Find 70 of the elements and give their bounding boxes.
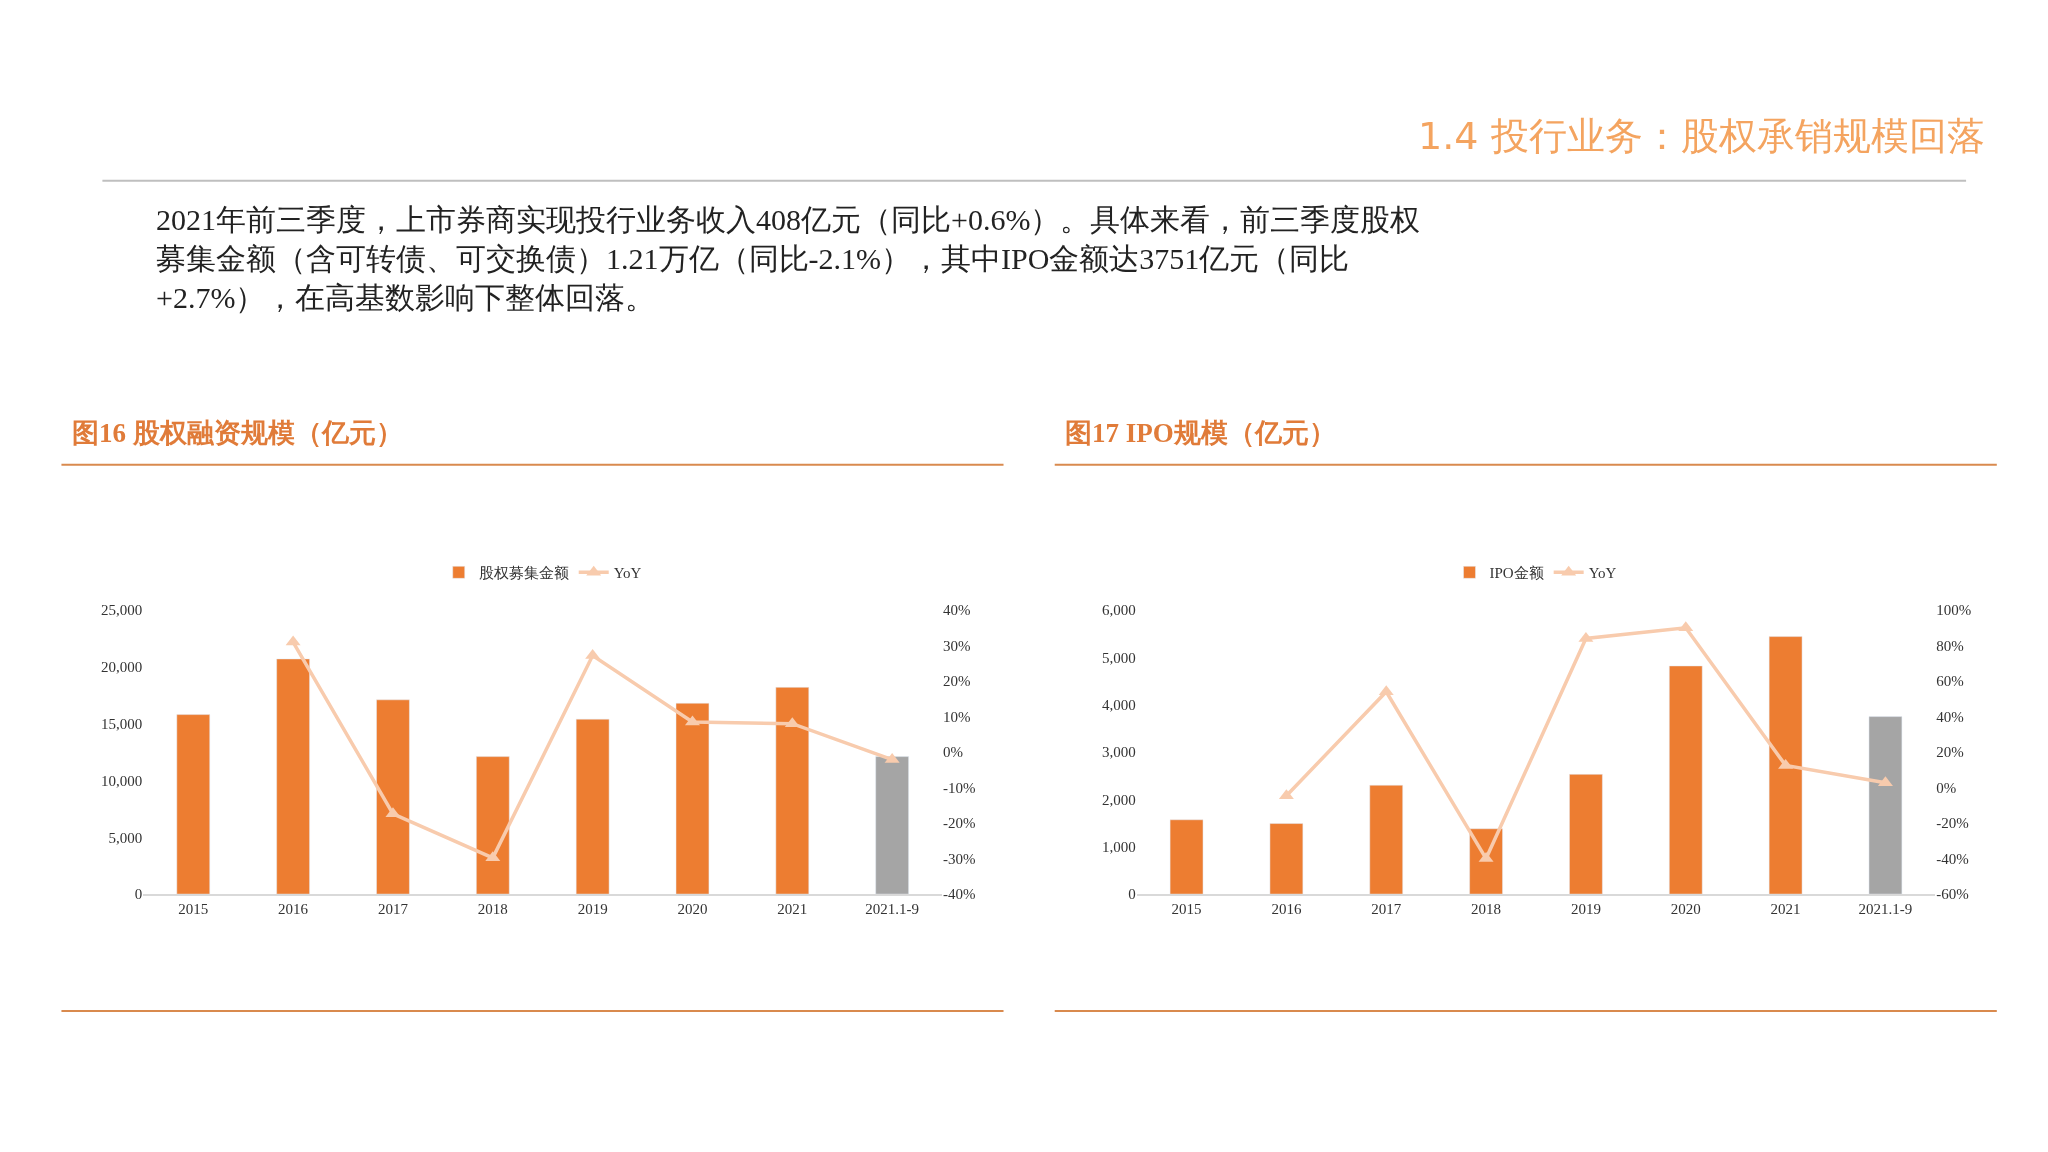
y2-tick-label: 40% <box>1936 708 1964 725</box>
x-tick-label: 2018 <box>477 901 508 918</box>
x-tick-label: 2021.1-9 <box>1858 901 1913 918</box>
legend-label: 股权募集金额 <box>478 565 569 582</box>
y-tick-label: 4,000 <box>1101 697 1136 713</box>
legend-label: IPO金额 <box>1489 565 1544 582</box>
y2-tick-label: -60% <box>1936 886 1969 903</box>
y2-tick-label: 60% <box>1936 673 1964 690</box>
bar <box>176 714 210 895</box>
y2-tick-label: -40% <box>1936 850 1969 867</box>
text: 1.4 投行业务：股权承销规模回落 <box>1418 114 1985 158</box>
x-tick-label: 2021 <box>777 901 808 918</box>
y2-tick-label: 0% <box>943 744 964 761</box>
bar <box>675 702 710 895</box>
chart-title: 图16 股权融资规模（亿元） <box>72 418 403 448</box>
y-tick-label: 10,000 <box>101 772 143 789</box>
bar <box>1569 774 1603 895</box>
bar <box>1269 823 1304 895</box>
y2-tick-label: 10% <box>943 708 971 725</box>
y-tick-label: 15,000 <box>101 715 143 732</box>
y2-tick-label: 100% <box>1936 602 1972 619</box>
y2-tick-label: -30% <box>943 850 976 867</box>
y-tick-label: 5,000 <box>108 829 143 846</box>
bar <box>376 699 410 895</box>
y-tick-label: 6,000 <box>1101 602 1136 619</box>
y2-tick-label: 0% <box>1936 779 1957 796</box>
bar <box>1768 636 1803 895</box>
y2-tick-label: 80% <box>1936 637 1964 654</box>
y-tick-label: 20,000 <box>101 659 143 676</box>
x-tick-label: 2015 <box>1171 901 1202 918</box>
bar <box>875 756 909 895</box>
x-tick-label: 2016 <box>1271 901 1302 918</box>
y-tick-label: 5,000 <box>1101 649 1136 666</box>
x-tick-label: 2017 <box>1371 901 1402 918</box>
bar <box>1169 819 1204 895</box>
y2-tick-label: -20% <box>943 815 976 832</box>
y-tick-label: 2,000 <box>1101 791 1136 808</box>
x-tick-label: 2021.1-9 <box>865 901 920 918</box>
y2-tick-label: 40% <box>943 602 971 619</box>
x-tick-label: 2018 <box>1471 901 1502 918</box>
y2-tick-label: 20% <box>1936 744 1964 761</box>
bar <box>276 658 310 895</box>
x-tick-label: 2015 <box>178 901 209 918</box>
y2-tick-label: -10% <box>943 779 976 796</box>
y-tick-label: 1,000 <box>1101 839 1136 855</box>
bar <box>476 756 510 895</box>
x-tick-label: 2019 <box>1570 901 1601 918</box>
chart-title: 图17 IPO规模（亿元） <box>1065 418 1336 448</box>
y2-tick-label: 20% <box>943 673 971 690</box>
y-tick-label: 0 <box>134 886 143 903</box>
text: 2021年前三季度，上市券商实现投行业务收入408亿元（同比+0.6%）。具体来看，前三季度股权募集金额（含可转债、可交换债）1.21万亿（同比-2.1%），其中IPO金额达3751亿元（同比+2.7%），在高基数影响下整体回落。 <box>156 203 1421 314</box>
y-tick-label: 3,000 <box>1101 744 1136 761</box>
y2-tick-label: -20% <box>1936 815 1969 832</box>
bar <box>775 687 810 895</box>
x-tick-label: 2019 <box>577 901 608 918</box>
bar <box>1868 716 1903 895</box>
x-tick-label: 2021 <box>1770 901 1801 918</box>
legend-label: YoY <box>1588 565 1617 582</box>
x-tick-label: 2017 <box>377 901 409 918</box>
bar <box>575 718 610 895</box>
y2-tick-label: 30% <box>943 637 971 654</box>
x-tick-label: 2020 <box>677 901 708 918</box>
legend-label: YoY <box>613 565 642 582</box>
x-tick-label: 2020 <box>1670 901 1701 918</box>
y-tick-label: 25,000 <box>101 602 143 619</box>
y2-tick-label: -40% <box>943 886 976 903</box>
y-tick-label: 0 <box>1128 886 1136 903</box>
bar <box>1369 784 1403 895</box>
bar <box>1669 665 1703 895</box>
x-tick-label: 2016 <box>278 901 309 918</box>
